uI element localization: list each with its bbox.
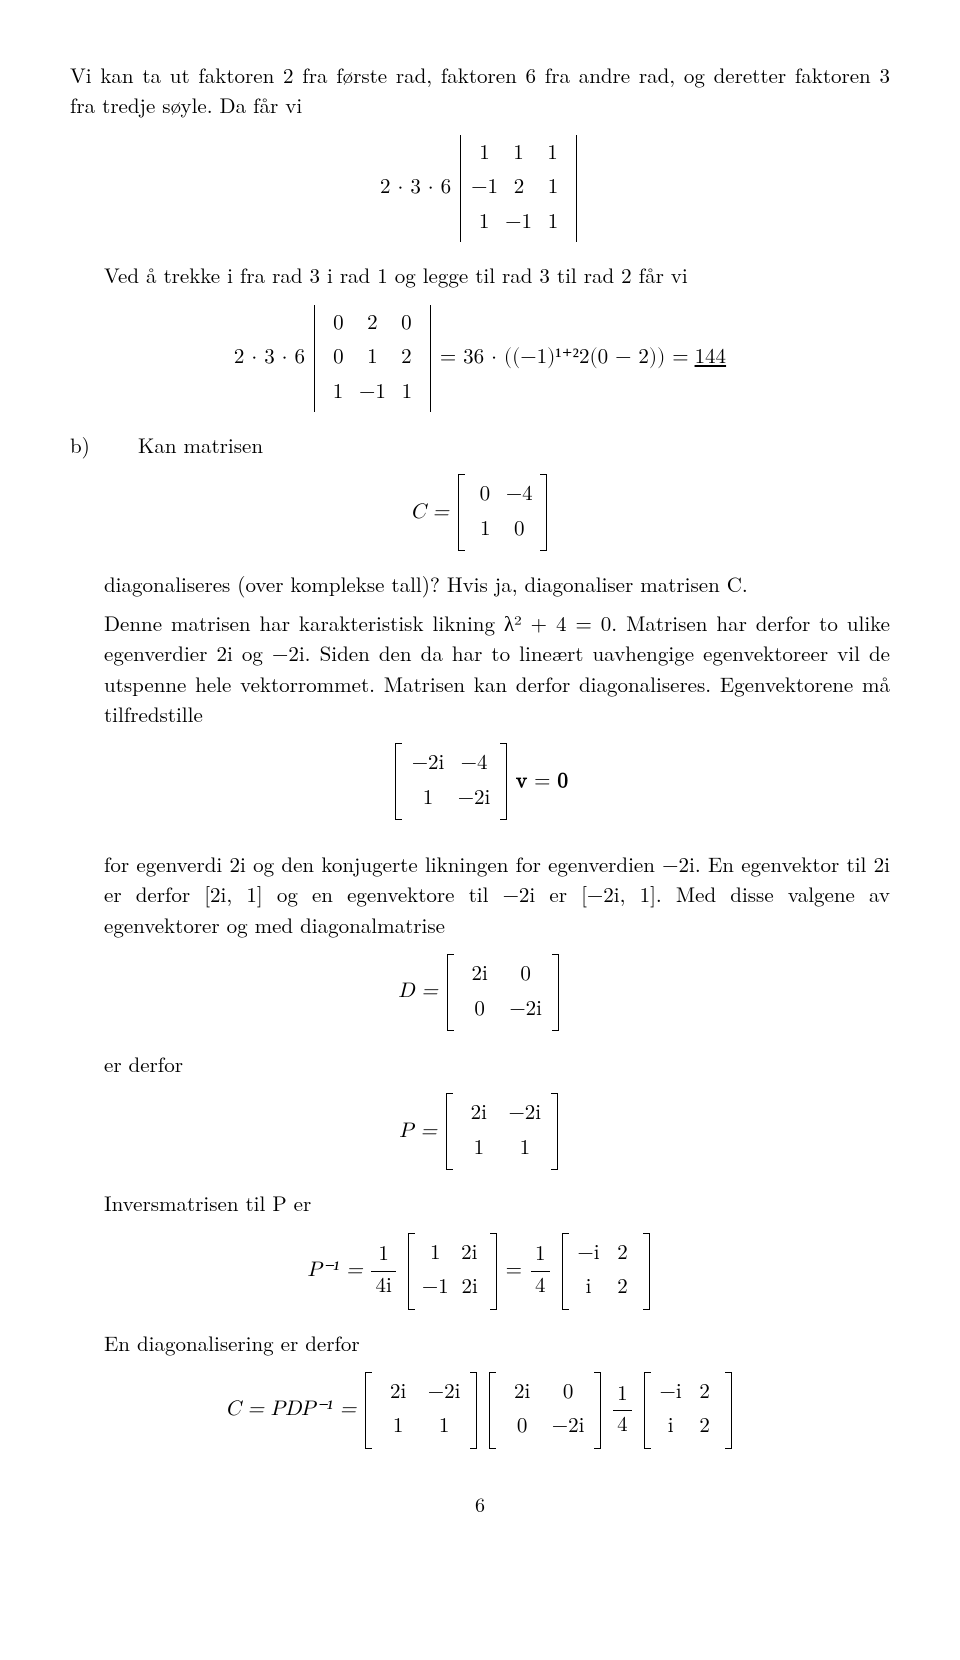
det1-matrix: 111 −121 1−11 [460,135,577,242]
determinant-2: 2 · 3 · 6 020 012 1−11 = 36 · ((−1)¹⁺²2(… [70,305,890,412]
partb-q-text: Kan matrisen [138,430,263,460]
c-matrix-def: C = 0−4 10 [70,474,890,551]
final-matrix-2: 2i0 0−2i [489,1372,601,1449]
paragraph-diagonalization: En diagonalisering er derfor [104,1328,890,1358]
factor-prefix-1: 2 · 3 · 6 [380,173,451,203]
pinv-frac-1: 1 4i [371,1240,395,1302]
pinv-frac-2: 1 4 [531,1240,550,1302]
partb-question-2: diagonaliseres (over komplekse tall)? Hv… [104,569,890,599]
c-lhs: C = [410,498,448,528]
pinv-lhs: P⁻¹ = [307,1256,362,1286]
paragraph-characteristic: Denne matrisen har karakteristisk liknin… [104,608,890,730]
partb-label: b) [70,430,104,460]
paragraph-row-ops: Ved å trekke i fra rad 3 i rad 1 og legg… [104,260,890,290]
c-matrix: 0−4 10 [458,474,547,551]
paragraph-eigenvectors: for egenverdi 2i og den konjugerte likni… [104,849,890,940]
final-diagonalization: C = PDP⁻¹ = 2i−2i 11 2i0 0−2i 1 4 −i2 [70,1372,890,1449]
det2-answer: 144 [695,343,727,373]
final-matrix-1: 2i−2i 11 [365,1372,477,1449]
pinv-matrix-1: 12i −12i [408,1233,497,1310]
p-matrix: 2i−2i 11 [446,1093,558,1170]
d-lhs: D = [398,977,437,1007]
paragraph-factor-extract: Vi kan ta ut faktoren 2 fra første rad, … [70,60,890,121]
p-inverse-eq: P⁻¹ = 1 4i 12i −12i = 1 4 −i2 i2 [70,1233,890,1310]
pinv-matrix-2: −i2 i2 [562,1233,650,1310]
page-number: 6 [70,1489,890,1518]
p-lhs: P = [399,1117,437,1147]
determinant-1: 2 · 3 · 6 111 −121 1−11 [70,135,890,242]
eigenvector-eq: −2i−4 1−2i v = 0 [70,743,890,830]
factor-prefix-2: 2 · 3 · 6 [234,343,305,373]
eig-matrix: −2i−4 1−2i [395,743,507,820]
paragraph-inverse: Inversmatrisen til P er [104,1188,890,1218]
d-matrix: 2i0 0−2i [447,954,559,1031]
det2-expansion: = 36 · ((−1)¹⁺²2(0 − 2)) = [440,343,689,373]
d-matrix-def: D = 2i0 0−2i [70,954,890,1031]
pinv-eq-sign: = [506,1256,522,1286]
paragraph-er-derfor: er derfor [104,1049,890,1079]
eig-rhs: v = 0 [516,767,568,797]
partb-question: b)Kan matrisen [104,430,890,460]
final-frac: 1 4 [613,1380,632,1442]
det2-matrix: 020 012 1−11 [314,305,431,412]
p-matrix-def: P = 2i−2i 11 [70,1093,890,1170]
final-lhs: C = PDP⁻¹ = [225,1395,356,1425]
final-matrix-3: −i2 i2 [644,1372,732,1449]
